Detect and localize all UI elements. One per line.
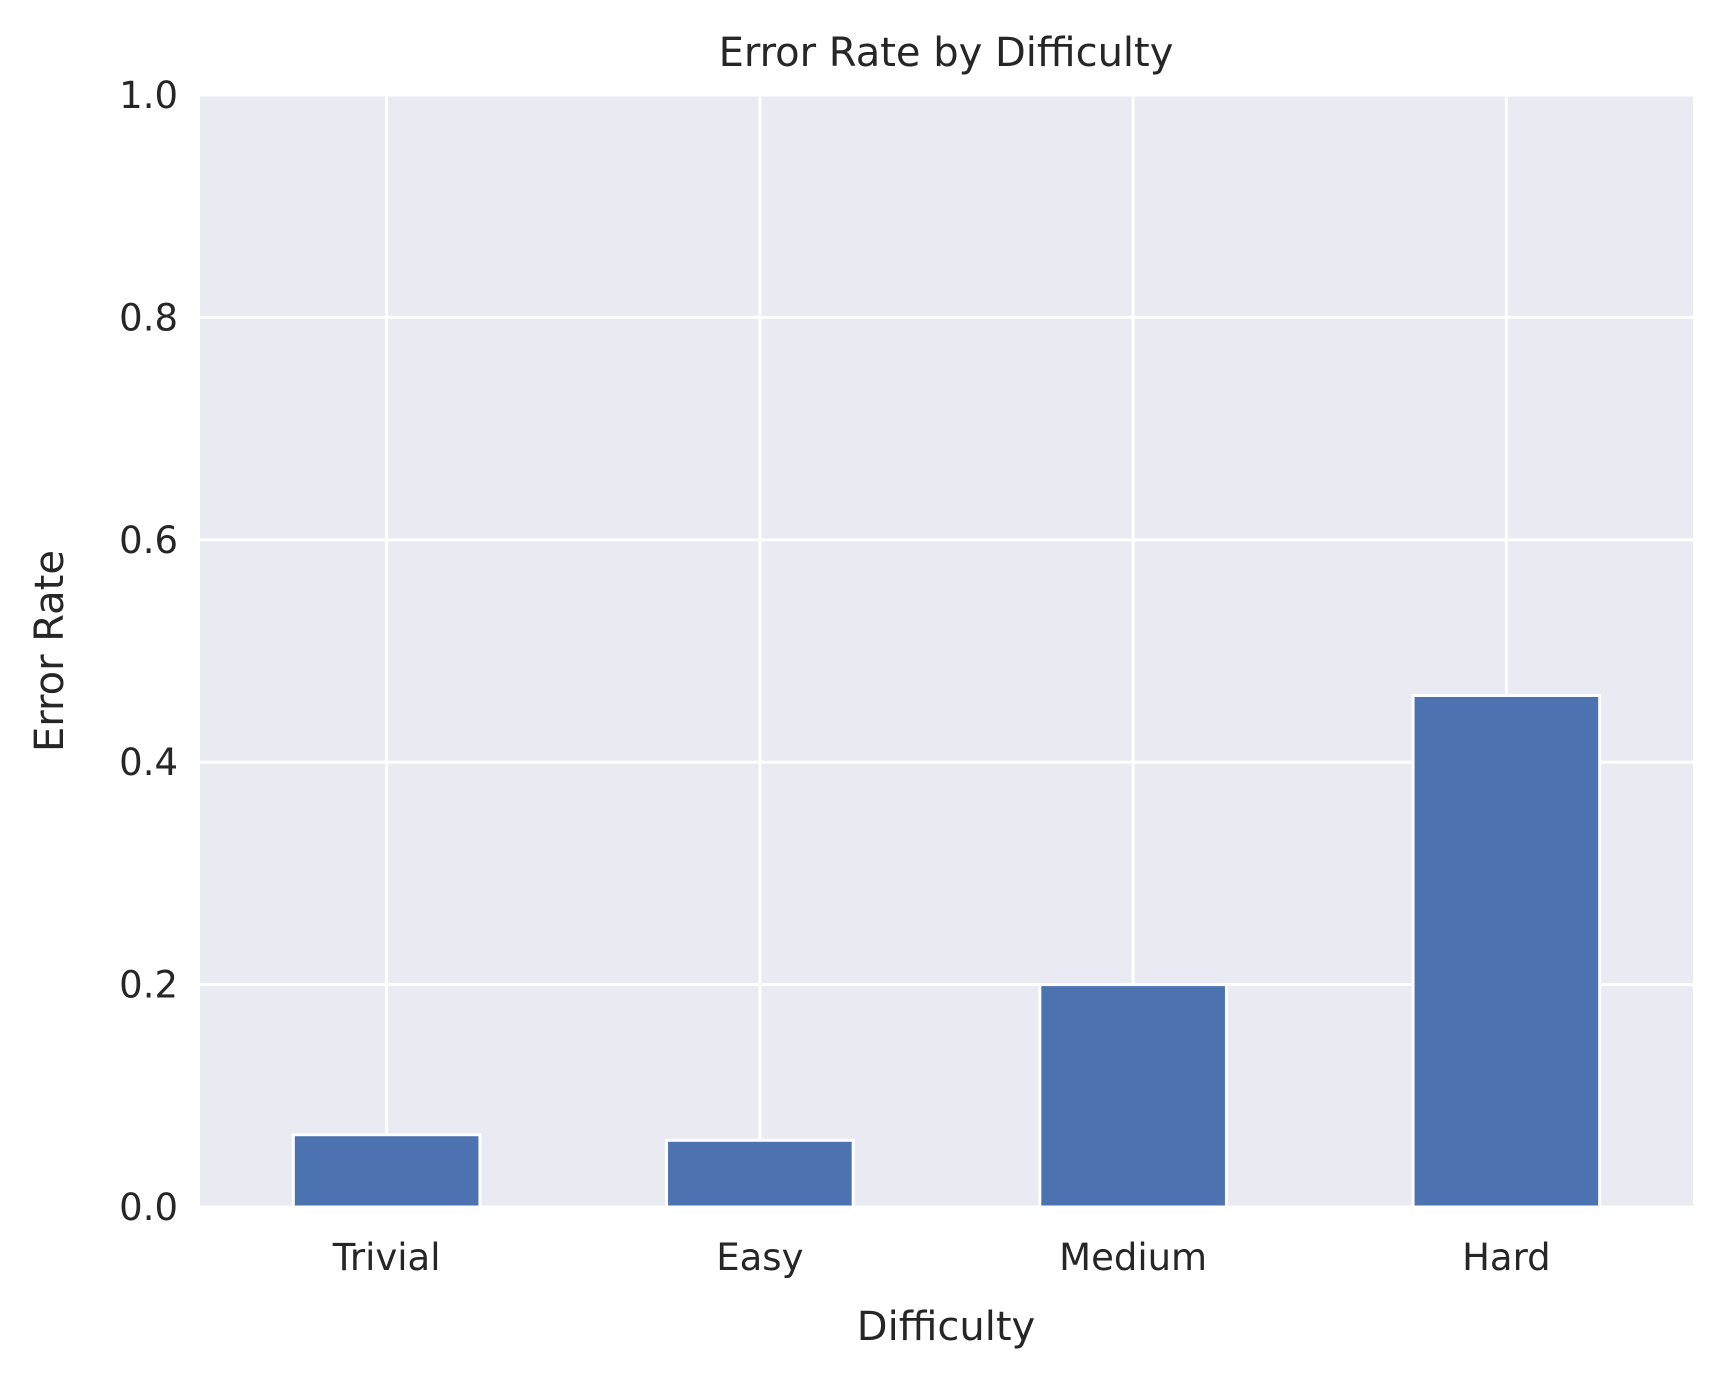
- y-tick-label: 0.4: [119, 741, 178, 784]
- x-tick-label: Hard: [1462, 1236, 1551, 1279]
- x-tick-label: Easy: [716, 1236, 803, 1279]
- bar-easy: [665, 1138, 855, 1209]
- bar-medium: [1038, 983, 1228, 1209]
- bar-trivial: [291, 1133, 482, 1209]
- y-tick-label: 0.2: [119, 964, 178, 1007]
- x-tick-label: Trivial: [332, 1236, 441, 1279]
- x-axis-title: Difficulty: [857, 1304, 1035, 1350]
- y-axis-ticks: 0.0 0.2 0.4 0.6 0.8 1.0: [119, 74, 178, 1229]
- y-tick-label: 1.0: [119, 74, 178, 117]
- y-tick-label: 0.0: [119, 1186, 178, 1229]
- y-axis-title: Error Rate: [27, 550, 73, 752]
- bars: [291, 693, 1602, 1209]
- bar-hard: [1411, 693, 1602, 1209]
- x-axis-ticks: Trivial Easy Medium Hard: [332, 1236, 1551, 1279]
- y-tick-label: 0.8: [119, 296, 178, 339]
- x-tick-label: Medium: [1059, 1236, 1207, 1279]
- y-tick-label: 0.6: [119, 519, 178, 562]
- chart-title: Error Rate by Difficulty: [719, 30, 1174, 76]
